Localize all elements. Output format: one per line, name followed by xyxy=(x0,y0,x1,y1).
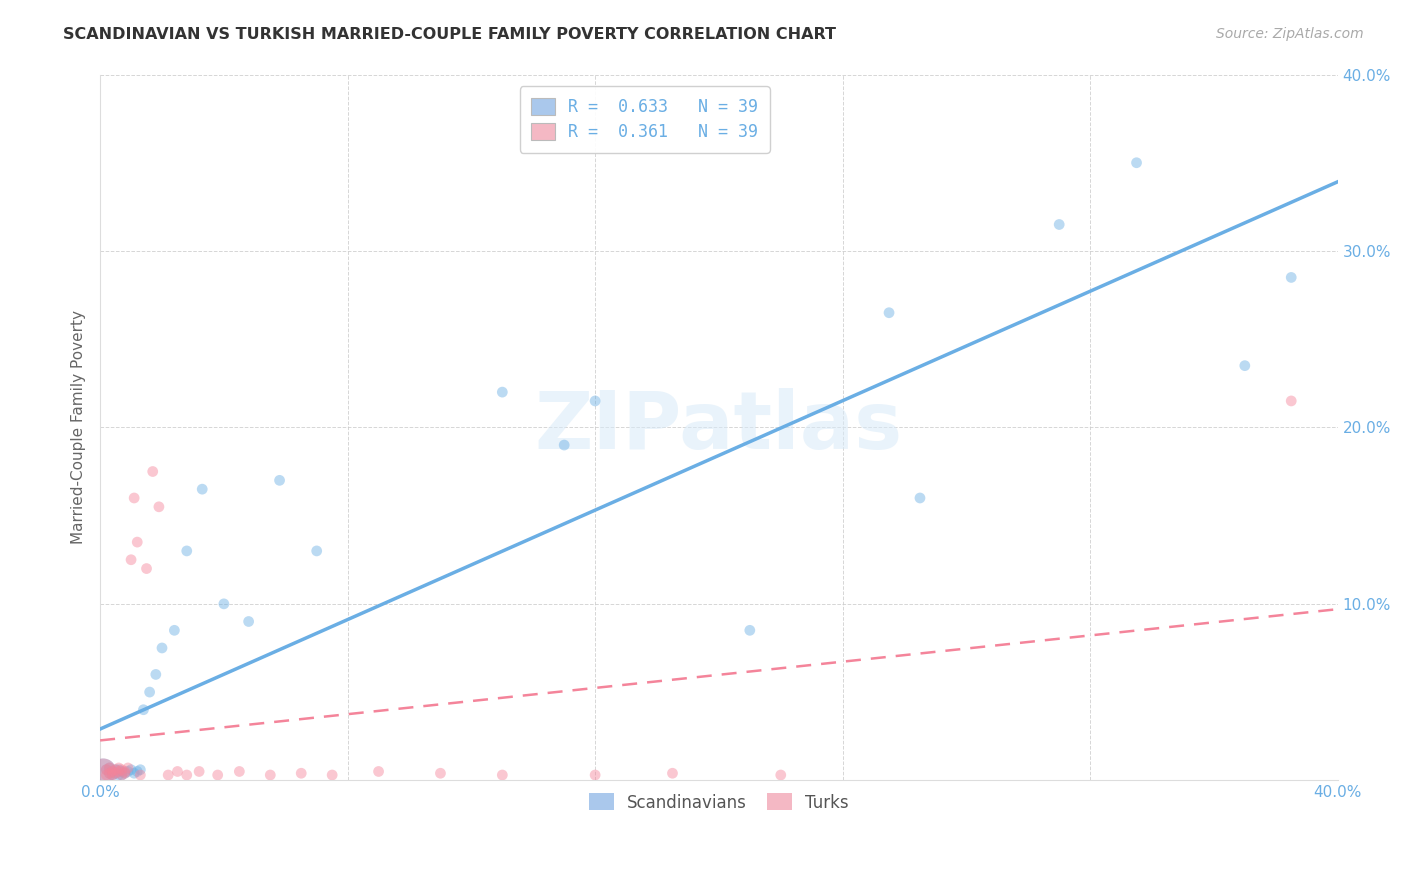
Point xyxy=(98,761,121,775)
Point xyxy=(104,766,127,780)
Point xyxy=(661,766,683,780)
Point xyxy=(908,491,931,505)
Point xyxy=(107,763,129,777)
Point xyxy=(321,768,343,782)
Point xyxy=(101,768,124,782)
Text: SCANDINAVIAN VS TURKISH MARRIED-COUPLE FAMILY POVERTY CORRELATION CHART: SCANDINAVIAN VS TURKISH MARRIED-COUPLE F… xyxy=(63,27,837,42)
Point xyxy=(583,768,606,782)
Point xyxy=(120,763,142,777)
Point xyxy=(107,768,129,782)
Point xyxy=(91,764,114,779)
Point xyxy=(1047,218,1070,232)
Point xyxy=(188,764,211,779)
Point xyxy=(114,766,136,780)
Point xyxy=(111,763,134,777)
Point xyxy=(98,761,121,775)
Point xyxy=(104,766,127,780)
Point xyxy=(259,768,281,782)
Point xyxy=(101,764,124,779)
Point xyxy=(135,561,157,575)
Point xyxy=(207,768,229,782)
Point xyxy=(129,768,152,782)
Point xyxy=(238,615,260,629)
Point xyxy=(104,763,127,777)
Point xyxy=(96,763,118,777)
Point xyxy=(127,535,149,549)
Point xyxy=(491,385,513,400)
Point xyxy=(91,764,114,779)
Point xyxy=(176,544,198,558)
Point xyxy=(157,768,180,782)
Point xyxy=(107,764,129,779)
Point xyxy=(212,597,235,611)
Point xyxy=(145,667,167,681)
Point xyxy=(111,768,134,782)
Point xyxy=(1233,359,1256,373)
Point xyxy=(129,763,152,777)
Point xyxy=(1279,270,1302,285)
Point xyxy=(583,393,606,408)
Text: Source: ZipAtlas.com: Source: ZipAtlas.com xyxy=(1216,27,1364,41)
Point xyxy=(553,438,575,452)
Point xyxy=(491,768,513,782)
Point xyxy=(1279,393,1302,408)
Point xyxy=(138,685,160,699)
Point xyxy=(111,768,134,782)
Point xyxy=(191,482,214,496)
Point xyxy=(367,764,389,779)
Point xyxy=(127,764,149,779)
Point xyxy=(305,544,328,558)
Point xyxy=(166,764,188,779)
Point xyxy=(877,306,900,320)
Point xyxy=(111,764,134,779)
Point xyxy=(122,766,145,780)
Point xyxy=(114,766,136,780)
Point xyxy=(769,768,792,782)
Point xyxy=(228,764,250,779)
Point xyxy=(142,465,165,479)
Point xyxy=(163,624,186,638)
Text: ZIPatlas: ZIPatlas xyxy=(534,388,903,467)
Point xyxy=(117,764,139,779)
Point xyxy=(117,761,139,775)
Point xyxy=(1125,155,1147,169)
Point xyxy=(290,766,312,780)
Y-axis label: Married-Couple Family Poverty: Married-Couple Family Poverty xyxy=(72,310,86,544)
Point xyxy=(98,766,121,780)
Point xyxy=(269,474,291,488)
Point xyxy=(738,624,761,638)
Point xyxy=(101,768,124,782)
Point xyxy=(104,763,127,777)
Legend: Scandinavians, Turks: Scandinavians, Turks xyxy=(575,780,862,825)
Point xyxy=(176,768,198,782)
Point xyxy=(429,766,451,780)
Point xyxy=(114,764,136,779)
Point xyxy=(148,500,170,514)
Point xyxy=(96,763,118,777)
Point xyxy=(132,703,155,717)
Point xyxy=(98,766,121,780)
Point xyxy=(101,764,124,779)
Point xyxy=(120,553,142,567)
Point xyxy=(107,761,129,775)
Point xyxy=(96,768,118,782)
Point xyxy=(122,491,145,505)
Point xyxy=(150,640,173,655)
